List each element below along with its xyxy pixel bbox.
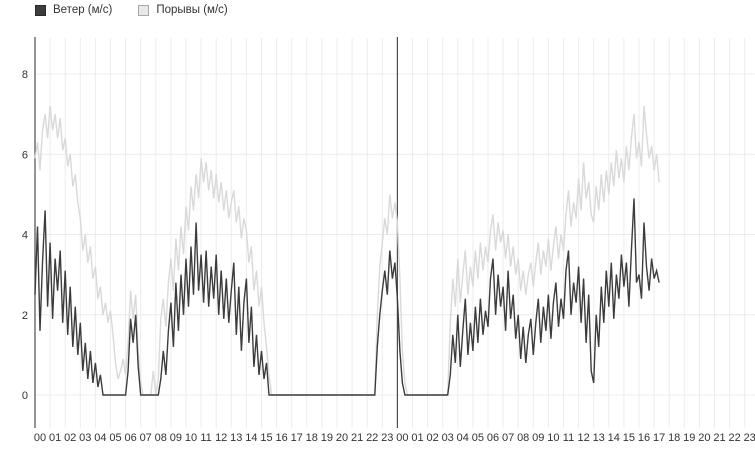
svg-text:08: 08 <box>517 432 529 444</box>
svg-text:01: 01 <box>49 432 61 444</box>
gusts-swatch-icon <box>138 5 150 17</box>
svg-text:6: 6 <box>22 149 28 161</box>
svg-text:21: 21 <box>713 432 725 444</box>
svg-text:17: 17 <box>291 432 303 444</box>
svg-text:03: 03 <box>79 432 91 444</box>
svg-text:09: 09 <box>532 432 544 444</box>
svg-text:0: 0 <box>22 390 28 402</box>
svg-text:18: 18 <box>668 432 680 444</box>
wind-swatch-icon <box>35 5 46 17</box>
legend-label-wind: Ветер (м/с) <box>53 4 113 16</box>
svg-text:19: 19 <box>321 432 333 444</box>
legend-label-gusts: Порывы (м/с) <box>156 4 228 16</box>
legend-item-wind[interactable]: Ветер (м/с) <box>35 4 113 17</box>
horizontal-gridlines <box>35 73 755 396</box>
svg-text:22: 22 <box>728 432 740 444</box>
svg-text:20: 20 <box>698 432 710 444</box>
svg-text:16: 16 <box>275 432 287 444</box>
svg-text:14: 14 <box>608 432 620 444</box>
svg-text:15: 15 <box>623 432 635 444</box>
svg-text:13: 13 <box>593 432 605 444</box>
svg-text:09: 09 <box>170 432 182 444</box>
svg-text:13: 13 <box>230 432 242 444</box>
svg-text:15: 15 <box>260 432 272 444</box>
svg-text:16: 16 <box>638 432 650 444</box>
svg-text:06: 06 <box>487 432 499 444</box>
chart-legend: Ветер (м/с) Порывы (м/с) <box>35 4 228 17</box>
svg-text:23: 23 <box>381 432 393 444</box>
svg-text:01: 01 <box>411 432 423 444</box>
svg-text:04: 04 <box>457 432 469 444</box>
wind-series-path <box>34 198 660 396</box>
y-axis-labels: 0 2 4 6 8 <box>22 69 28 402</box>
legend-item-gusts[interactable]: Порывы (м/с) <box>138 4 228 17</box>
svg-text:04: 04 <box>94 432 106 444</box>
svg-text:05: 05 <box>109 432 121 444</box>
svg-text:8: 8 <box>22 69 28 81</box>
svg-text:23: 23 <box>744 432 755 444</box>
svg-text:18: 18 <box>306 432 318 444</box>
svg-text:02: 02 <box>64 432 76 444</box>
svg-text:07: 07 <box>502 432 514 444</box>
svg-text:20: 20 <box>336 432 348 444</box>
svg-text:14: 14 <box>245 432 257 444</box>
svg-text:00: 00 <box>396 432 408 444</box>
svg-text:10: 10 <box>185 432 197 444</box>
svg-text:12: 12 <box>215 432 227 444</box>
svg-text:4: 4 <box>22 230 28 242</box>
svg-text:05: 05 <box>472 432 484 444</box>
svg-text:07: 07 <box>140 432 152 444</box>
svg-text:08: 08 <box>155 432 167 444</box>
svg-text:00: 00 <box>34 432 46 444</box>
svg-text:2: 2 <box>22 310 28 322</box>
svg-text:19: 19 <box>683 432 695 444</box>
svg-text:03: 03 <box>442 432 454 444</box>
svg-text:11: 11 <box>200 432 211 444</box>
svg-text:12: 12 <box>577 432 589 444</box>
svg-text:11: 11 <box>563 432 574 444</box>
svg-text:17: 17 <box>653 432 665 444</box>
svg-text:22: 22 <box>366 432 378 444</box>
svg-text:10: 10 <box>547 432 559 444</box>
x-axis-labels: 00 01 02 03 04 05 06 07 08 09 10 11 12 13 14 15 16 17 18 19… <box>34 432 755 444</box>
svg-text:21: 21 <box>351 432 363 444</box>
svg-text:06: 06 <box>124 432 136 444</box>
svg-text:02: 02 <box>426 432 438 444</box>
